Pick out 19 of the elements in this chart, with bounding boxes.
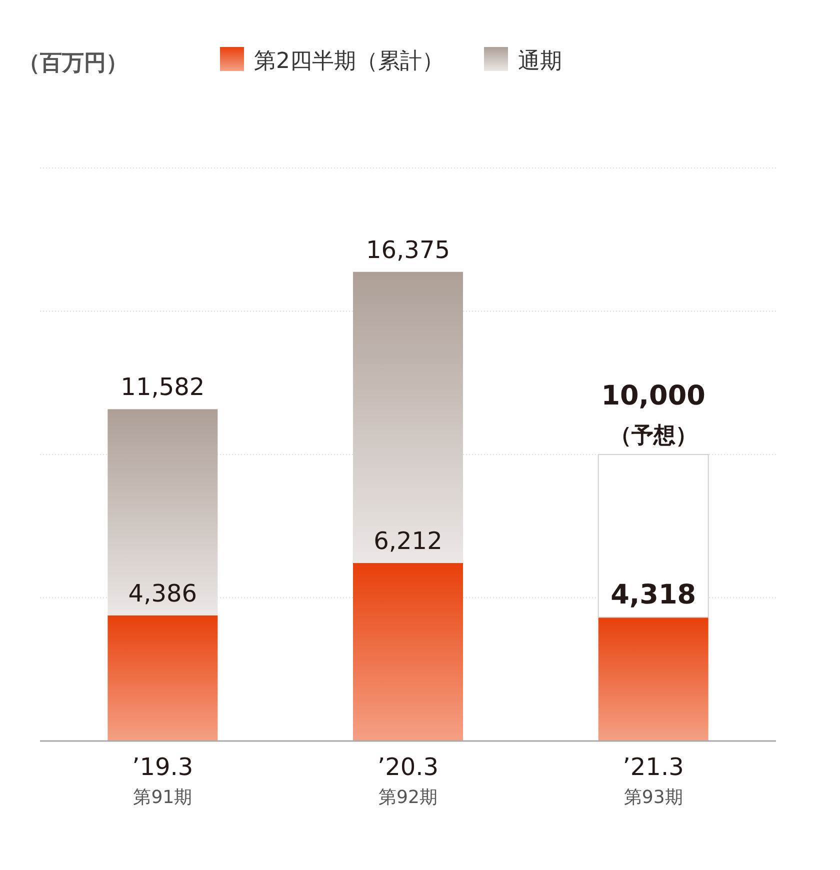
x-tick-label: ’20.3 第92期 [377,753,439,808]
y-axis-title: （百万円） [18,51,128,76]
data-label: 6,212 [374,527,442,556]
bar [598,617,708,741]
annotation: （予想） [609,424,698,448]
data-label: 4,386 [128,579,198,608]
bar [353,272,463,564]
bar [108,615,218,741]
legend-label: 通期 [518,49,562,74]
total-label: 11,582 [120,373,205,402]
data-label: 4,318 [610,579,696,610]
x-tick-label: ’21.3 第93期 [622,753,684,808]
x-tick-label: ’19.3 第91期 [132,753,194,808]
bar [598,454,709,618]
legend-label: 第2四半期（累計） [254,49,444,74]
total-label: 10,000 [601,380,706,412]
bar [108,409,218,616]
total-label: 16,375 [366,236,450,264]
bar [353,563,463,741]
